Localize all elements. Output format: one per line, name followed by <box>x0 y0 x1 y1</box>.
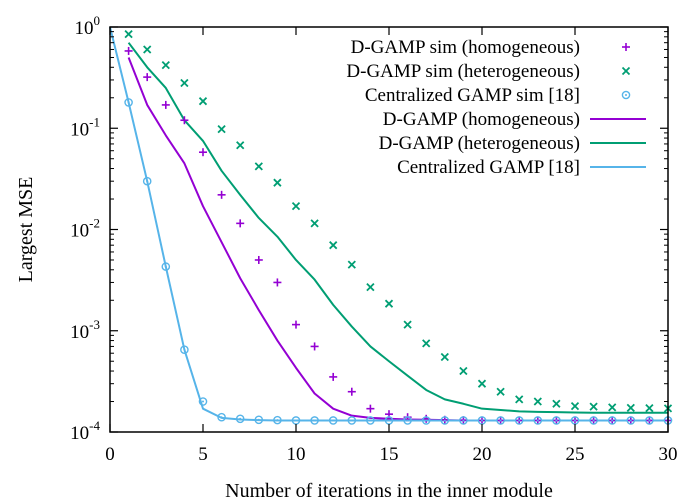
series-1-point <box>608 403 617 412</box>
series-2-point <box>645 416 654 425</box>
series-2-point <box>421 416 431 425</box>
x-tick-label: 20 <box>473 444 492 465</box>
series-2-point <box>273 415 282 425</box>
series-2-point <box>235 414 245 424</box>
series-2-point <box>459 416 468 425</box>
series-1-point <box>515 395 524 404</box>
series-1-point <box>198 97 208 106</box>
series-1-point <box>645 404 654 413</box>
legend-label: D-GAMP (homogeneous) <box>383 109 580 130</box>
series-1-point <box>254 162 263 171</box>
series-2-point <box>180 345 189 354</box>
series-1-point <box>329 241 338 250</box>
x-tick-label: 5 <box>198 444 208 465</box>
series-0-point <box>236 219 245 228</box>
legend-marker-sample <box>622 43 630 51</box>
series-1-point <box>124 30 133 39</box>
series-2-point <box>347 416 357 425</box>
series-0-point <box>180 116 189 125</box>
series-1-point <box>180 78 189 88</box>
series-0-point <box>254 255 263 264</box>
series-2-point <box>496 416 505 425</box>
series-0-point <box>329 372 338 381</box>
series-1-point <box>533 397 542 406</box>
series-0-point <box>161 100 170 109</box>
series-1-point <box>496 387 505 396</box>
y-axis-label: Largest MSE <box>15 177 37 283</box>
legend-label: Centralized GAMP [18] <box>397 157 580 178</box>
series-1-point <box>143 45 152 54</box>
x-tick-label: 25 <box>566 444 585 465</box>
series-0-point <box>347 387 356 396</box>
series-1-point <box>366 282 375 292</box>
series-2-point <box>254 415 264 425</box>
series-2-point <box>403 416 412 425</box>
series-2-point <box>607 416 617 425</box>
series-1-point <box>440 352 449 362</box>
y-tick-label: 10-4 <box>70 418 100 444</box>
series-1-point <box>310 219 319 228</box>
x-axis-label: Number of iterations in the inner module <box>225 480 553 502</box>
series-2-point <box>589 416 598 425</box>
x-tick-label: 0 <box>105 444 115 465</box>
y-tick-label: 100 <box>75 13 101 39</box>
legend-marker-sample <box>621 66 631 76</box>
series-2-point <box>533 416 543 425</box>
series-2-point <box>198 397 208 406</box>
series-1-point <box>217 125 226 134</box>
series-2-point <box>310 416 319 425</box>
series-line-4 <box>127 42 668 414</box>
series-1-point <box>552 399 561 408</box>
y-tick-label: 10-1 <box>70 114 100 140</box>
series-2-point <box>366 416 375 425</box>
legend-label: D-GAMP sim (heterogeneous) <box>346 61 580 82</box>
series-1-point <box>422 339 431 348</box>
y-tick-label: 10-3 <box>70 317 100 343</box>
series-1-point <box>384 299 394 308</box>
series-2-point <box>552 416 561 425</box>
legend-label: D-GAMP (heterogeneous) <box>379 133 580 154</box>
x-tick-label: 10 <box>287 444 306 465</box>
x-tick-label: 30 <box>659 444 678 465</box>
x-tick-label: 15 <box>380 444 399 465</box>
series-0-point <box>143 73 152 82</box>
series-1-point <box>626 403 635 413</box>
series-1-point <box>236 141 245 150</box>
series-1-point <box>161 61 170 70</box>
series-0-point <box>124 46 133 55</box>
series-2-point <box>142 176 152 186</box>
series-0-point <box>217 190 226 199</box>
series-2-point <box>124 98 133 107</box>
series-0-point <box>273 278 282 287</box>
y-tick-label: 10-2 <box>70 216 100 242</box>
series-1-point <box>570 402 580 411</box>
axis-ticks: 0 5 10 15 20 25 30 100 10-1 10-2 10-3 10-4 <box>70 13 677 465</box>
legend: D-GAMP sim (homogeneous) D-GAMP sim (hete… <box>346 37 646 178</box>
legend-label: Centralized GAMP sim [18] <box>365 85 580 106</box>
series-2-point <box>440 416 450 425</box>
series-2-point <box>626 416 636 425</box>
series-0-point <box>366 404 375 413</box>
series-1-point <box>589 402 598 411</box>
series-1-point <box>459 366 468 376</box>
series-0-point <box>310 342 319 351</box>
series-markers <box>124 30 673 425</box>
series-2-point <box>514 416 524 425</box>
series-2-point <box>161 262 171 271</box>
legend-marker-sample <box>621 90 631 100</box>
series-1-point <box>273 178 282 187</box>
series-2-point <box>217 412 226 422</box>
series-1-point <box>477 379 487 388</box>
series-1-point <box>291 202 301 211</box>
series-0-point <box>292 320 300 329</box>
series-1-point <box>403 320 412 329</box>
legend-label: D-GAMP sim (homogeneous) <box>351 37 580 58</box>
series-0-point <box>199 148 207 157</box>
series-1-point <box>347 260 356 269</box>
series-2-point <box>328 416 338 425</box>
